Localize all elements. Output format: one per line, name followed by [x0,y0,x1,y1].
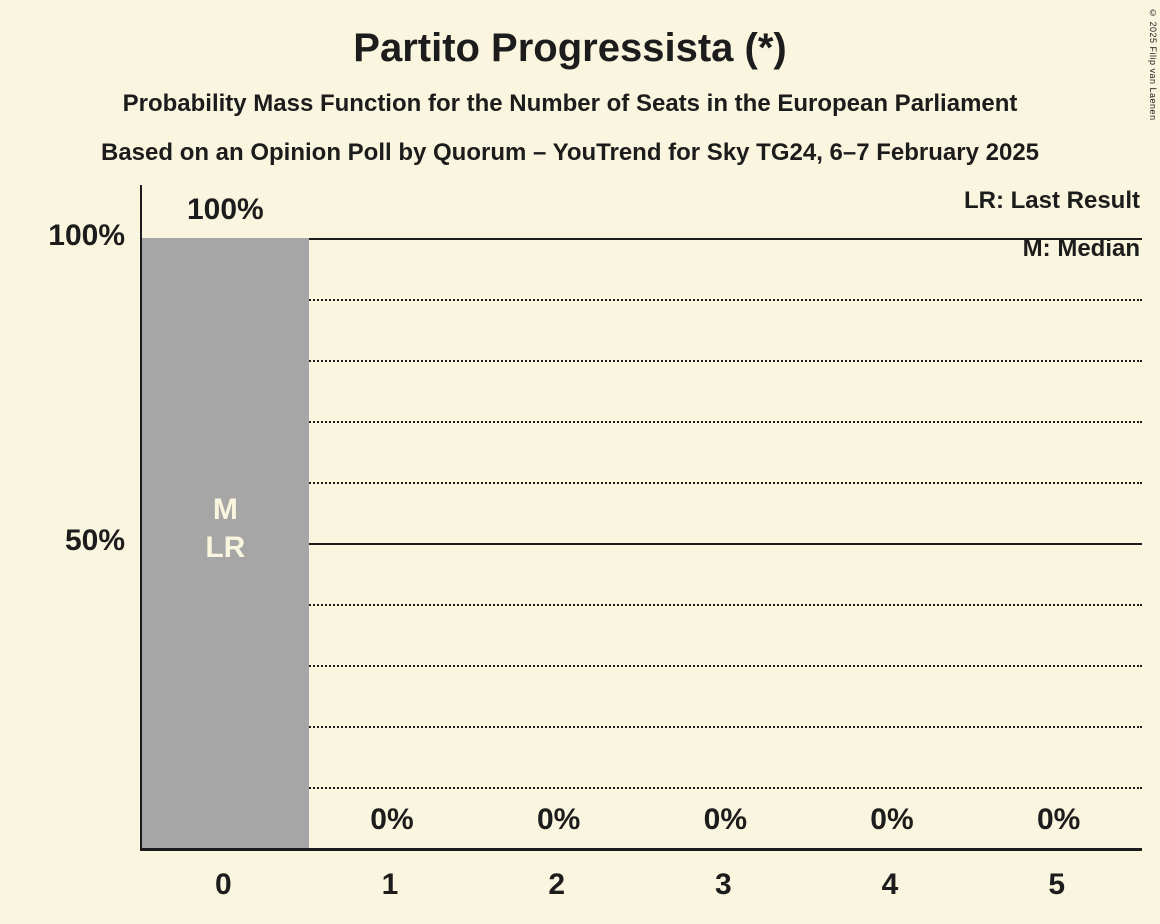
bar-seats-0 [142,238,309,848]
legend-last-result: LR: Last Result [963,187,1140,214]
x-axis-label-seats-0: 0 [214,868,232,901]
x-axis-label-seats-1: 1 [381,868,399,901]
gridline-dotted-70 [142,421,1142,423]
gridline-solid-100 [142,238,1142,240]
gridline-dotted-20 [142,726,1142,728]
gridline-dotted-30 [142,665,1142,667]
x-axis-label-seats-4: 4 [881,868,899,901]
value-label-seats-2: 0% [536,803,581,836]
value-label-seats-5: 0% [1036,803,1081,836]
gridline-dotted-80 [142,360,1142,362]
chart-subtitle-2: Based on an Opinion Poll by Quorum – You… [100,139,1040,166]
median-last-result-marker: M LR [205,493,246,564]
value-label-seats-1: 0% [370,803,414,836]
chart-title: Partito Progressista (*) [353,26,787,70]
gridline-dotted-60 [142,482,1142,484]
chart-subtitle-1: Probability Mass Function for the Number… [122,90,1018,117]
gridline-dotted-40 [142,604,1142,606]
x-axis-label-seats-3: 3 [714,868,732,901]
gridline-dotted-10 [142,787,1142,789]
value-label-seats-3: 0% [703,803,747,836]
gridline-solid-50 [142,543,1142,545]
x-axis-label-seats-5: 5 [1048,868,1065,901]
plot-area: M LR 100% 0% 0% 0% 0% 0% [140,185,1142,851]
copyright-notice: © 2025 Filip van Laenen [1148,8,1158,121]
y-axis-label-100: 100% [48,219,125,252]
y-axis-label-50: 50% [64,524,125,557]
x-axis-label-seats-2: 2 [548,868,565,901]
value-label-seats-4: 0% [870,803,914,836]
value-label-seats-0: 100% [186,193,264,226]
gridline-dotted-90 [142,299,1142,301]
